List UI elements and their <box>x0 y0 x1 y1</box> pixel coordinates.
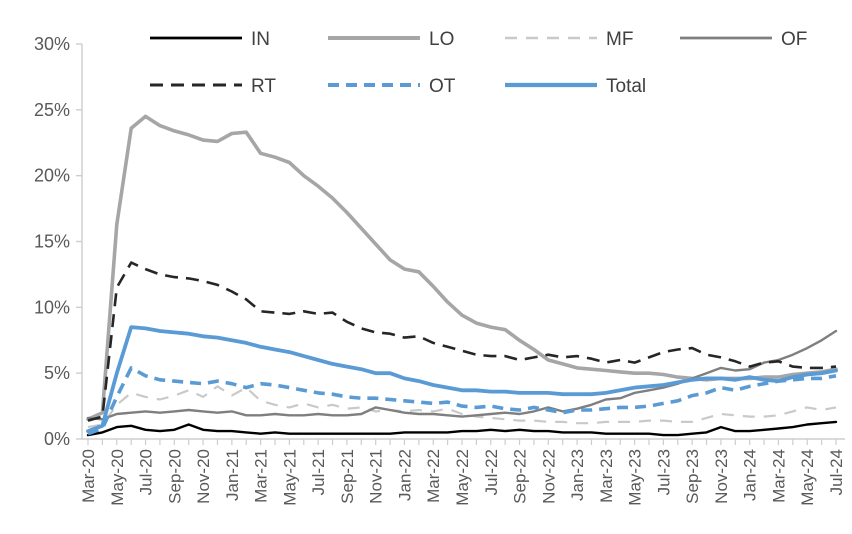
x-tick-label: Sep-20 <box>165 449 184 504</box>
x-tick-label: Mar-22 <box>424 449 443 503</box>
legend-item-IN: IN <box>150 29 270 50</box>
x-tick-label: Nov-20 <box>194 449 213 504</box>
x-tick-label: Mar-20 <box>79 449 98 503</box>
y-tick-label: 20% <box>34 166 70 186</box>
y-tick-label: 5% <box>44 363 70 383</box>
legend-label-OF: OF <box>781 29 807 50</box>
series-IN <box>86 420 838 437</box>
x-tick-label: Jul-23 <box>654 449 673 495</box>
x-tick-label: May-22 <box>453 449 472 506</box>
x-tick-label: May-20 <box>108 449 127 506</box>
legend-label-IN: IN <box>251 29 270 50</box>
y-tick-label: 10% <box>34 297 70 317</box>
series-LO <box>86 114 838 422</box>
legend-label-OT: OT <box>429 76 456 97</box>
legend-item-OT: OT <box>328 76 456 97</box>
x-tick-label: Jul-24 <box>827 449 846 495</box>
y-tick-label: 25% <box>34 100 70 120</box>
legend-label-MF: MF <box>606 29 633 50</box>
x-axis: Mar-20 May-20 Jul-20 Sep-20 Nov-20 Jan-21 Mar-… <box>79 438 846 506</box>
x-tick-label: Jul-20 <box>137 449 156 495</box>
y-tick-label: 0% <box>44 429 70 449</box>
y-tick-label: 30% <box>34 34 70 54</box>
x-tick-label: Mar-21 <box>252 449 271 503</box>
legend-label-RT: RT <box>251 76 276 97</box>
x-tick-label: Jan-22 <box>395 449 414 501</box>
legend-item-Total: Total <box>505 76 646 97</box>
x-tick-label: Mar-24 <box>769 449 788 503</box>
legend-label-Total: Total <box>606 76 646 97</box>
series-Total <box>86 325 838 434</box>
x-tick-label: May-24 <box>798 449 817 506</box>
series-OT <box>87 366 837 436</box>
series-lines <box>86 114 838 437</box>
x-tick-label: May-21 <box>280 449 299 506</box>
x-tick-label: Nov-23 <box>712 449 731 504</box>
x-tick-label: Sep-21 <box>338 449 357 504</box>
x-tick-label: Jul-21 <box>309 449 328 495</box>
y-axis: 0% 5% 10% 15% 20% 25% 30% <box>34 34 83 449</box>
legend-label-LO: LO <box>429 29 454 50</box>
legend-item-RT: RT <box>150 76 276 97</box>
x-tick-label: Sep-22 <box>511 449 530 504</box>
y-tick-label: 15% <box>34 232 70 252</box>
series-RT <box>87 261 837 422</box>
x-tick-label: Mar-23 <box>597 449 616 503</box>
x-tick-label: Jan-21 <box>223 449 242 501</box>
x-tick-label: Jul-22 <box>482 449 501 495</box>
x-tick-label: Nov-22 <box>539 449 558 504</box>
legend: IN LO MF OF RT OT Total <box>150 29 807 97</box>
legend-item-LO: LO <box>328 29 454 50</box>
legend-item-OF: OF <box>680 29 807 50</box>
series-MF <box>87 385 837 429</box>
x-tick-label: Nov-21 <box>367 449 386 504</box>
x-tick-label: May-23 <box>626 449 645 506</box>
x-tick-label: Sep-23 <box>683 449 702 504</box>
x-tick-label: Jan-23 <box>568 449 587 501</box>
x-tick-label: Jan-24 <box>741 449 760 501</box>
series-OF <box>86 329 838 421</box>
legend-item-MF: MF <box>505 29 633 50</box>
